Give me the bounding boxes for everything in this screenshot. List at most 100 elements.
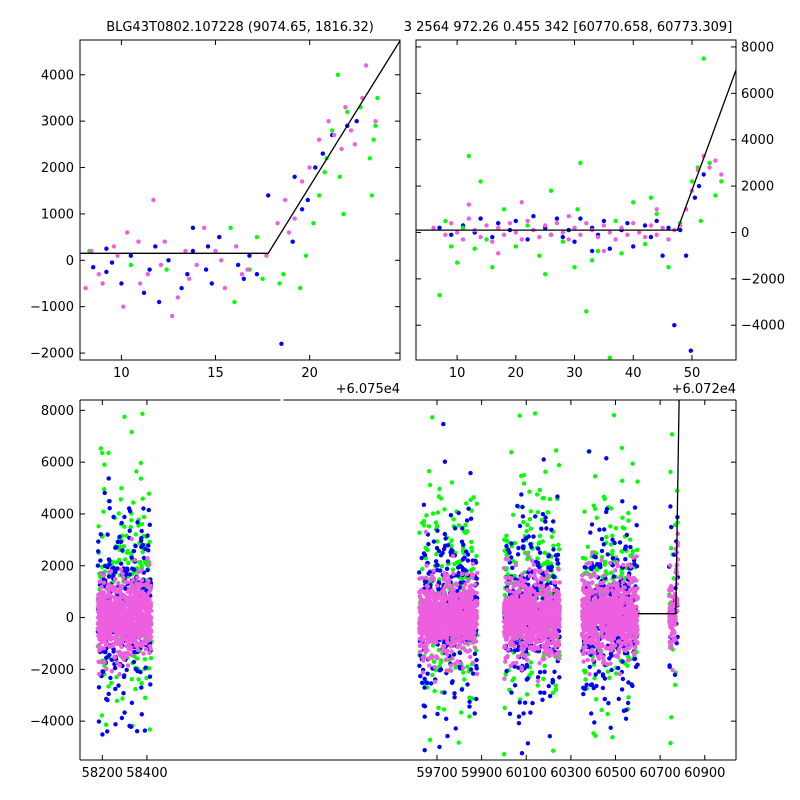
data-point-blue [601, 218, 607, 224]
data-point [468, 583, 474, 588]
data-point [464, 518, 470, 523]
data-point [444, 636, 450, 641]
data-point [443, 536, 448, 541]
data-point [106, 450, 111, 456]
data-point [593, 555, 598, 560]
data-point [470, 614, 476, 620]
plot-area [416, 56, 736, 360]
data-point-green [707, 160, 712, 166]
data-point [133, 543, 138, 549]
data-point [104, 696, 109, 702]
data-point-green [689, 179, 695, 184]
data-point [451, 571, 456, 576]
data-point [122, 514, 127, 520]
data-point-magenta [449, 221, 454, 226]
data-point [543, 469, 548, 474]
data-point [459, 539, 465, 544]
data-point [538, 690, 543, 695]
data-point [111, 514, 116, 520]
data-point-green [584, 309, 589, 314]
data-point [100, 627, 105, 632]
y-tick-label: −2000 [741, 272, 785, 287]
data-point [460, 526, 465, 531]
data-point [539, 575, 544, 580]
top-left-panel: 10 15 20−2000−100001000200030004000+6.075e… [30, 39, 401, 397]
data-point [516, 721, 522, 726]
data-point [123, 651, 128, 656]
data-point [127, 528, 132, 533]
data-point [463, 591, 469, 596]
data-point-magenta [648, 223, 654, 228]
data-point [529, 544, 534, 550]
data-point [111, 565, 117, 571]
data-point [460, 627, 465, 632]
data-point [99, 713, 105, 718]
data-point [528, 619, 533, 625]
data-point [143, 605, 148, 610]
data-point [470, 660, 476, 665]
data-point [107, 506, 112, 511]
data-point [525, 522, 530, 528]
data-point [106, 594, 111, 599]
data-point [448, 663, 453, 668]
data-point [528, 660, 534, 665]
data-point [552, 669, 557, 674]
data-point [450, 567, 456, 572]
data-point [106, 476, 111, 481]
data-point-magenta [460, 237, 466, 242]
data-point [441, 707, 447, 712]
data-point [122, 635, 127, 641]
data-point [434, 563, 439, 568]
data-point [129, 645, 134, 650]
data-point [445, 639, 450, 644]
data-point [550, 680, 555, 685]
data-point [460, 636, 465, 642]
data-point [114, 596, 119, 602]
data-point [444, 668, 449, 673]
data-point [417, 576, 422, 581]
data-point [502, 600, 507, 606]
data-point [97, 579, 102, 584]
data-point [444, 566, 450, 571]
data-point [128, 525, 133, 530]
data-point-blue [185, 272, 190, 277]
data-point [610, 556, 616, 561]
data-point [505, 608, 510, 613]
data-point-magenta [666, 237, 671, 242]
data-point [517, 523, 523, 529]
data-point [113, 638, 119, 644]
data-point [551, 547, 556, 552]
data-point-magenta [613, 237, 618, 242]
data-point [106, 684, 111, 689]
data-point [96, 685, 102, 690]
data-point [120, 696, 125, 701]
data-point [453, 726, 458, 731]
data-point [470, 632, 476, 637]
data-point [540, 643, 546, 648]
data-point [465, 636, 470, 641]
data-point [551, 580, 556, 585]
data-point [520, 628, 526, 633]
data-point [626, 695, 631, 700]
data-point-magenta [121, 304, 126, 309]
data-point [439, 564, 444, 569]
data-point [149, 608, 154, 613]
data-point [99, 601, 105, 607]
data-point [147, 561, 152, 567]
data-point [138, 631, 143, 637]
data-point [133, 686, 138, 692]
data-point [537, 550, 543, 555]
data-point-magenta [343, 105, 348, 110]
data-point [142, 657, 147, 662]
data-point [450, 553, 456, 559]
data-point [610, 533, 615, 538]
data-point [466, 506, 471, 511]
data-point-magenta [642, 234, 648, 240]
data-point [117, 544, 123, 549]
data-point-magenta [496, 251, 501, 256]
data-point [97, 648, 102, 653]
data-point-blue [104, 246, 109, 251]
data-point-magenta [373, 119, 378, 124]
data-point [98, 613, 104, 618]
data-point [509, 541, 514, 546]
